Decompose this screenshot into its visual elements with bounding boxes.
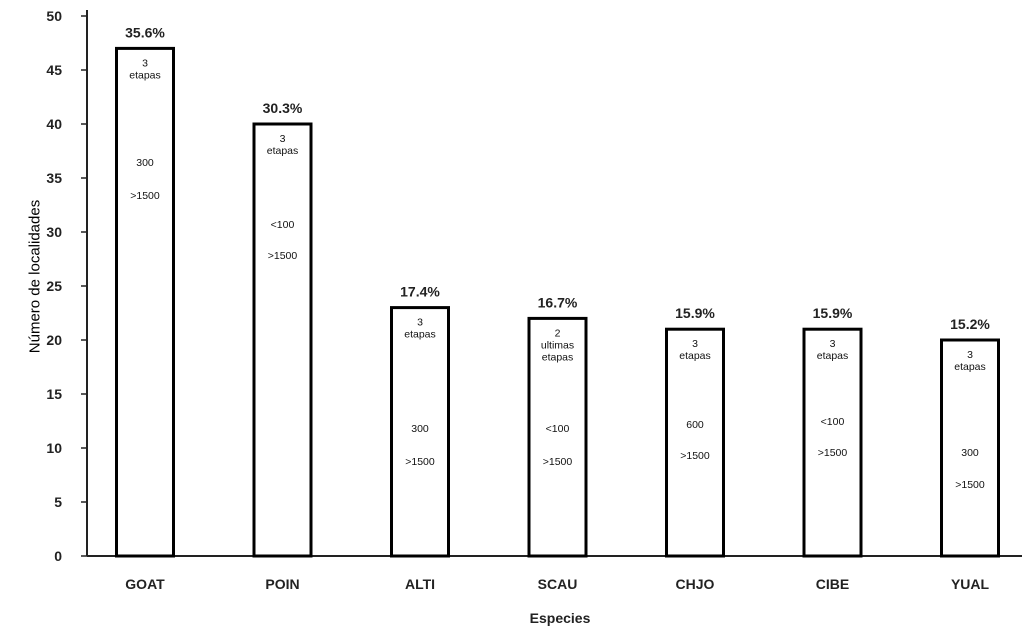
range-high-label: >1500 — [405, 456, 435, 468]
stage-label: 3 — [142, 57, 148, 69]
range-high-label: >1500 — [268, 250, 298, 262]
range-high-label: >1500 — [680, 450, 710, 462]
y-tick-label: 25 — [46, 278, 62, 294]
stage-label: 3 — [830, 338, 836, 350]
x-tick-label: ALTI — [405, 576, 435, 592]
x-tick-label: SCAU — [538, 576, 578, 592]
y-tick-label: 35 — [46, 170, 62, 186]
stage-label: etapas — [817, 350, 849, 362]
range-low-label: 600 — [686, 419, 704, 431]
bar-scau — [527, 316, 588, 558]
range-high-label: >1500 — [955, 479, 985, 491]
percent-label: 15.9% — [813, 305, 853, 321]
y-tick-label: 0 — [54, 548, 62, 564]
x-tick-label: YUAL — [951, 576, 990, 592]
stage-label: 3 — [967, 349, 973, 361]
percent-label: 30.3% — [263, 100, 303, 116]
range-low-label: <100 — [546, 423, 570, 435]
y-tick-label: 10 — [46, 440, 62, 456]
range-low-label: 300 — [411, 423, 429, 435]
stage-label: 3 — [417, 317, 423, 329]
stage-label: etapas — [129, 69, 161, 81]
y-tick-label: 50 — [46, 8, 62, 24]
bar-goat — [115, 46, 175, 558]
percent-label: 15.2% — [950, 316, 990, 332]
stage-label: etapas — [404, 329, 436, 341]
x-axis-label: Especies — [529, 610, 591, 626]
y-axis-label: Número de localidades — [26, 199, 44, 354]
range-low-label: 300 — [961, 447, 979, 459]
stage-label: etapas — [267, 145, 299, 157]
range-high-label: >1500 — [818, 447, 848, 459]
x-tick-label: GOAT — [125, 576, 165, 592]
x-tick-label: POIN — [265, 576, 299, 592]
percent-label: 15.9% — [675, 305, 715, 321]
bar-cibe — [802, 327, 863, 558]
stage-label: etapas — [679, 350, 711, 362]
stage-label: 2 — [555, 327, 561, 339]
range-low-label: 300 — [136, 157, 154, 169]
y-tick-label: 20 — [46, 332, 62, 348]
stage-label: etapas — [954, 361, 986, 373]
range-low-label: <100 — [271, 219, 295, 231]
percent-label: 16.7% — [538, 294, 578, 310]
y-tick-label: 30 — [46, 224, 62, 240]
bar-yual — [940, 338, 1000, 558]
x-tick-label: CIBE — [816, 576, 849, 592]
y-tick-label: 5 — [54, 494, 62, 510]
y-tick-label: 45 — [46, 62, 62, 78]
range-low-label: <100 — [821, 416, 845, 428]
x-tick-label: CHJO — [676, 576, 715, 592]
stage-label: ultimas — [541, 339, 574, 351]
stage-label: 3 — [280, 133, 286, 145]
range-high-label: >1500 — [130, 190, 160, 202]
percent-label: 17.4% — [400, 284, 440, 300]
y-tick-label: 40 — [46, 116, 62, 132]
percent-label: 35.6% — [125, 24, 165, 40]
stage-label: 3 — [692, 338, 698, 350]
stage-label: etapas — [542, 351, 574, 363]
range-high-label: >1500 — [543, 456, 573, 468]
bar-alti — [390, 306, 450, 558]
bar-chjo — [665, 327, 725, 558]
y-tick-label: 15 — [46, 386, 62, 402]
bar-poin — [252, 122, 313, 558]
